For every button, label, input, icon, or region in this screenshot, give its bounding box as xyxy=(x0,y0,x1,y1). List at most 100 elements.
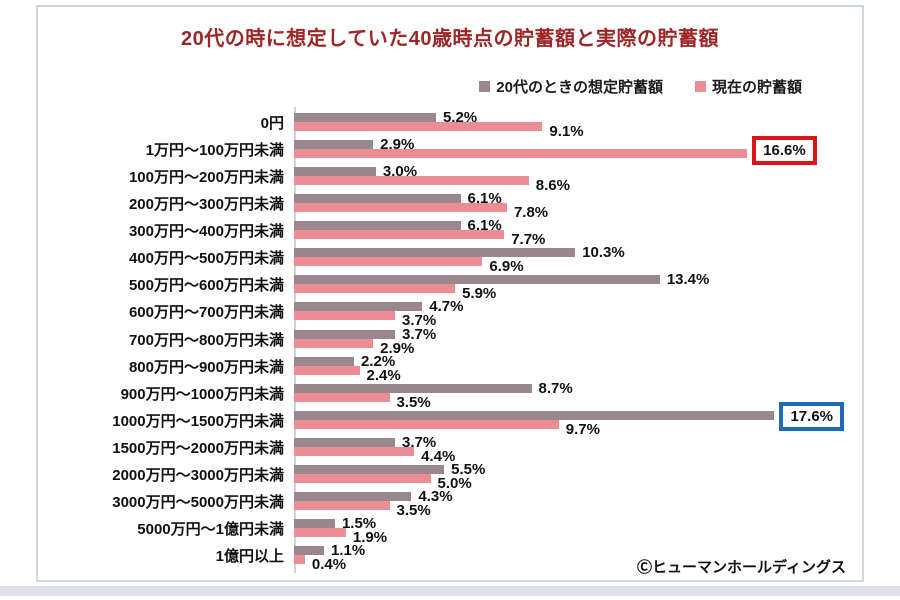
bars-area: 1.1% 0.4% xyxy=(294,542,858,573)
current-bar xyxy=(294,203,507,213)
current-value-label: 2.4% xyxy=(366,366,401,384)
category-row: 100万円～200万円未満 3.0% 8.6% xyxy=(42,164,858,195)
expected-bar xyxy=(294,383,532,393)
expected-bar xyxy=(294,329,395,339)
expected-value-label: 5.2% xyxy=(442,109,478,126)
expected-value-label: 4.7% xyxy=(429,298,464,316)
category-row: 1万円～100万円未満 2.9% 16.6% xyxy=(42,136,858,166)
category-label: 3000万円～5000万円未満 xyxy=(112,493,284,511)
bars-area: 2.9% 16.6% xyxy=(294,136,858,166)
category-row: 1000万円～1500万円未満 17.6% 9.7% xyxy=(42,401,858,438)
highlight-box-expected-value: 17.6% xyxy=(779,401,845,431)
expected-bar xyxy=(294,113,436,122)
current-bar xyxy=(294,365,360,375)
category-row: 5000万円～1億円未満 1.5% 1.9% xyxy=(42,514,858,545)
category-row: 600万円～700万円未満 4.7% 3.7% xyxy=(42,298,858,330)
current-bar xyxy=(294,311,395,321)
expected-value-label: 6.1% xyxy=(467,190,502,208)
current-bar xyxy=(294,473,431,483)
bars-area: 4.3% 3.5% xyxy=(294,489,858,519)
current-value-label: 9.7% xyxy=(565,420,600,438)
chart-title: 20代の時に想定していた40歳時点の貯蓄額と実際の貯蓄額 xyxy=(181,28,719,50)
current-value-label: 0.4% xyxy=(311,556,347,573)
category-row: 200万円～300万円未満 6.1% 7.8% xyxy=(42,190,858,222)
bars-area: 1.5% 1.9% xyxy=(294,514,858,545)
category-row: 900万円～1000万円未満 8.7% 3.5% xyxy=(42,379,858,410)
current-bar xyxy=(294,527,346,537)
category-label: 800万円～900万円未満 xyxy=(128,358,284,376)
expected-bar xyxy=(294,248,576,258)
current-value-label: 9.1% xyxy=(549,123,584,140)
bars-area: 10.3% 6.9% xyxy=(294,244,858,276)
current-bar xyxy=(294,122,543,131)
current-bar xyxy=(294,446,415,456)
current-value-label: 6.9% xyxy=(489,258,524,276)
expected-value-label: 6.1% xyxy=(467,217,502,235)
expected-value-label: 8.7% xyxy=(538,379,573,397)
category-label: 900万円～1000万円未満 xyxy=(120,385,284,403)
current-bar xyxy=(294,419,559,429)
category-label: 2000万円～3000万円未満 xyxy=(112,466,284,484)
category-label: 700万円～800万円未満 xyxy=(128,331,284,349)
expected-value-label: 10.3% xyxy=(582,244,625,262)
current-value-label: 2.9% xyxy=(380,339,415,357)
bottom-edge-strip xyxy=(0,586,900,596)
current-value-label: 8.6% xyxy=(535,177,570,195)
category-row: 500万円～600万円未満 13.4% 5.9% xyxy=(42,271,858,301)
current-value-label: 5.0% xyxy=(437,474,472,492)
expected-bar xyxy=(294,302,423,312)
category-label: 600万円～700万円未満 xyxy=(128,304,284,322)
category-row: 1500万円～2000万円未満 3.7% 4.4% xyxy=(42,433,858,465)
expected-bar xyxy=(294,356,355,366)
current-bar xyxy=(294,338,374,348)
expected-bar xyxy=(294,140,374,150)
expected-value-label: 1.1% xyxy=(331,542,366,559)
legend-label-current: 現在の貯蓄額 xyxy=(711,79,802,96)
category-label: 300万円～400万円未満 xyxy=(128,223,284,241)
bars-area: 4.7% 3.7% xyxy=(294,298,858,330)
category-label: 1500万円～2000万円未満 xyxy=(112,439,284,457)
legend: 20代のときの想定貯蓄額 現在の貯蓄額 xyxy=(38,76,802,97)
current-value-label: 4.4% xyxy=(421,447,456,465)
bars-area: 3.7% 2.9% xyxy=(294,325,858,357)
expected-bar xyxy=(294,167,376,177)
current-bar xyxy=(294,392,390,402)
category-row: 3000万円～5000万円未満 4.3% 3.5% xyxy=(42,489,858,519)
current-bar xyxy=(294,284,456,294)
category-row: 400万円～500万円未満 10.3% 6.9% xyxy=(42,244,858,276)
expected-value-label: 3.7% xyxy=(402,325,437,343)
category-row: 0円 5.2% 9.1% xyxy=(42,109,858,140)
expected-value-label: 13.4% xyxy=(666,271,710,289)
bar-chart: 0円 5.2% 9.1% 1万円～100万円未満 2.9% 16.6% 100万円～200万… xyxy=(42,107,858,573)
legend-item-current: 現在の貯蓄額 xyxy=(694,76,802,97)
expected-bar xyxy=(294,410,775,420)
bars-area: 8.7% 3.5% xyxy=(294,379,858,410)
expected-value-label: 2.2% xyxy=(361,352,396,370)
bars-area: 17.6% 9.7% xyxy=(294,401,858,438)
current-value-label: 3.7% xyxy=(402,312,437,330)
current-value-label: 3.5% xyxy=(396,501,431,519)
legend-label-expected: 20代のときの想定貯蓄額 xyxy=(496,79,663,96)
current-value-label: 7.8% xyxy=(513,204,549,222)
expected-bar xyxy=(294,437,395,447)
current-value-label: 7.7% xyxy=(511,231,546,249)
expected-bar xyxy=(294,518,335,528)
legend-swatch-expected-icon xyxy=(479,81,491,92)
category-label: 0円 xyxy=(260,115,284,132)
expected-bar xyxy=(294,546,325,555)
bars-area: 3.7% 4.4% xyxy=(294,433,858,465)
expected-value-label: 5.5% xyxy=(451,460,486,478)
category-row: 2000万円～3000万円未満 5.5% 5.0% xyxy=(42,460,858,492)
current-bar xyxy=(294,176,529,186)
expected-bar xyxy=(294,275,660,285)
category-row: 700万円～800万円未満 3.7% 2.9% xyxy=(42,325,858,357)
category-row: 800万円～900万円未満 2.2% 2.4% xyxy=(42,352,858,384)
expected-value-label: 3.7% xyxy=(402,433,437,451)
expected-value-label: 1.5% xyxy=(341,514,377,532)
category-label: 500万円～600万円未満 xyxy=(128,277,284,295)
category-row: 1億円以上 1.1% 0.4% xyxy=(42,542,858,573)
copyright-text: Ⓒヒューマンホールディングス xyxy=(637,559,846,576)
legend-item-expected: 20代のときの想定貯蓄額 xyxy=(479,76,663,97)
current-bar xyxy=(294,230,505,240)
